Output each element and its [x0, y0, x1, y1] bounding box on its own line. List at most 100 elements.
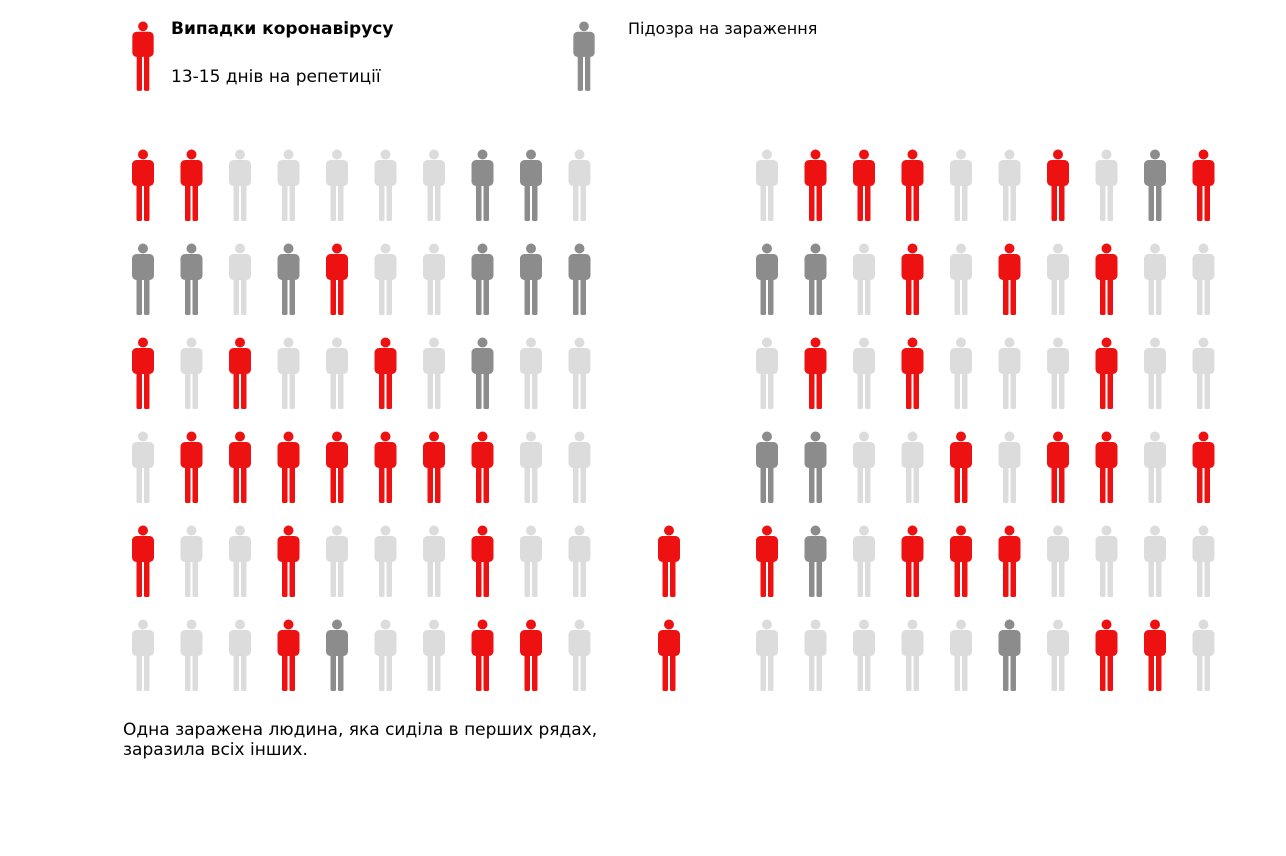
right-block-person-suspected-icon — [756, 243, 778, 315]
left-block-person-case-icon — [277, 525, 300, 597]
right-block-person-case-icon — [998, 243, 1021, 315]
left-block-person-suspected-icon — [132, 243, 154, 315]
legend-period-label: 13-15 днів на репетиції — [171, 67, 381, 87]
left-block-person-healthy-icon — [229, 149, 251, 221]
right-block-person-healthy-icon — [756, 149, 778, 221]
caption-line-2: заразила всіх інших. — [123, 740, 308, 760]
right-block-person-healthy-icon — [853, 337, 875, 409]
right-block-person-healthy-icon — [804, 619, 827, 691]
left-block-person-healthy-icon — [326, 525, 348, 597]
left-block-person-suspected-icon — [471, 337, 494, 409]
caption-note: Одна заражена людина, яка сиділа в перши… — [123, 720, 597, 760]
right-block-person-healthy-icon — [756, 337, 778, 409]
right-block-person-healthy-icon — [1144, 337, 1166, 409]
right-block-person-suspected-icon — [998, 619, 1021, 691]
left-block-person-case-icon — [423, 431, 445, 503]
left-block-person-case-icon — [132, 337, 154, 409]
left-block-person-case-icon — [374, 337, 397, 409]
right-block-person-healthy-icon — [1144, 525, 1166, 597]
right-block-person-case-icon — [901, 337, 924, 409]
left-block-person-healthy-icon — [229, 525, 251, 597]
left-block-person-case-icon — [180, 149, 203, 221]
right-block-person-healthy-icon — [901, 619, 924, 691]
right-block-person-case-icon — [1095, 619, 1118, 691]
right-block-person-suspected-icon — [804, 525, 827, 597]
right-block-person-case-icon — [1192, 149, 1215, 221]
left-block-person-healthy-icon — [277, 149, 300, 221]
right-block-person-case-icon — [950, 431, 972, 503]
left-block-person-healthy-icon — [520, 337, 542, 409]
left-block-person-healthy-icon — [520, 525, 542, 597]
right-block-person-healthy-icon — [1047, 525, 1069, 597]
left-block-person-case-icon — [520, 619, 542, 691]
left-block-person-case-icon — [277, 431, 300, 503]
right-block-person-suspected-icon — [804, 431, 827, 503]
left-block-person-suspected-icon — [471, 243, 494, 315]
right-block-person-healthy-icon — [950, 337, 972, 409]
right-block-person-healthy-icon — [1192, 525, 1215, 597]
left-block-person-healthy-icon — [568, 525, 591, 597]
right-block-person-healthy-icon — [1192, 619, 1215, 691]
right-block-person-case-icon — [998, 525, 1021, 597]
right-block-person-healthy-icon — [853, 619, 875, 691]
right-block-person-case-icon — [1095, 431, 1118, 503]
right-block-person-healthy-icon — [1095, 525, 1118, 597]
left-block-person-healthy-icon — [520, 431, 542, 503]
left-block-person-healthy-icon — [229, 619, 251, 691]
legend-cases-label: Випадки коронавірусу — [171, 19, 394, 39]
right-block-person-healthy-icon — [950, 619, 972, 691]
aisle-person-case-icon — [658, 619, 680, 691]
right-block-person-healthy-icon — [1047, 243, 1069, 315]
left-block-person-healthy-icon — [568, 431, 591, 503]
left-block-person-suspected-icon — [326, 619, 348, 691]
right-block-person-healthy-icon — [901, 431, 924, 503]
left-block-person-healthy-icon — [132, 619, 154, 691]
right-block-person-suspected-icon — [804, 243, 827, 315]
right-block-person-healthy-icon — [1047, 619, 1069, 691]
left-block-person-healthy-icon — [374, 243, 397, 315]
legend-suspected-person-icon — [573, 21, 595, 91]
right-block-person-healthy-icon — [998, 337, 1021, 409]
right-block-person-healthy-icon — [853, 431, 875, 503]
right-block-person-healthy-icon — [1144, 243, 1166, 315]
left-block-person-case-icon — [471, 525, 494, 597]
left-block-person-case-icon — [229, 431, 251, 503]
left-block-person-healthy-icon — [568, 149, 591, 221]
right-block-person-case-icon — [901, 525, 924, 597]
left-block-person-healthy-icon — [568, 337, 591, 409]
left-block-person-case-icon — [229, 337, 251, 409]
right-block-person-case-icon — [901, 243, 924, 315]
left-block-person-healthy-icon — [423, 337, 445, 409]
right-block-person-healthy-icon — [853, 525, 875, 597]
right-block-person-healthy-icon — [998, 149, 1021, 221]
left-block-person-healthy-icon — [374, 619, 397, 691]
left-block-person-healthy-icon — [423, 149, 445, 221]
left-block-person-case-icon — [277, 619, 300, 691]
left-block-person-healthy-icon — [326, 337, 348, 409]
right-block-person-case-icon — [1095, 243, 1118, 315]
left-block-person-case-icon — [471, 431, 494, 503]
right-block-person-healthy-icon — [1047, 337, 1069, 409]
right-block-person-case-icon — [853, 149, 875, 221]
right-block-person-case-icon — [804, 337, 827, 409]
left-block-person-case-icon — [326, 243, 348, 315]
left-block-person-suspected-icon — [180, 243, 203, 315]
right-block-person-healthy-icon — [950, 243, 972, 315]
right-block-person-case-icon — [756, 525, 778, 597]
right-block-person-healthy-icon — [1192, 243, 1215, 315]
right-block-person-case-icon — [1047, 431, 1069, 503]
left-block-person-healthy-icon — [180, 619, 203, 691]
right-block-person-case-icon — [901, 149, 924, 221]
left-block-person-case-icon — [326, 431, 348, 503]
right-block-person-healthy-icon — [950, 149, 972, 221]
right-block-person-healthy-icon — [998, 431, 1021, 503]
aisle-person-case-icon — [658, 525, 680, 597]
right-block-person-case-icon — [1144, 619, 1166, 691]
left-block-person-healthy-icon — [423, 243, 445, 315]
left-block-person-healthy-icon — [423, 619, 445, 691]
right-block-person-case-icon — [1047, 149, 1069, 221]
left-block-person-healthy-icon — [180, 525, 203, 597]
caption-line-1: Одна заражена людина, яка сиділа в перши… — [123, 720, 598, 740]
left-block-person-suspected-icon — [568, 243, 591, 315]
